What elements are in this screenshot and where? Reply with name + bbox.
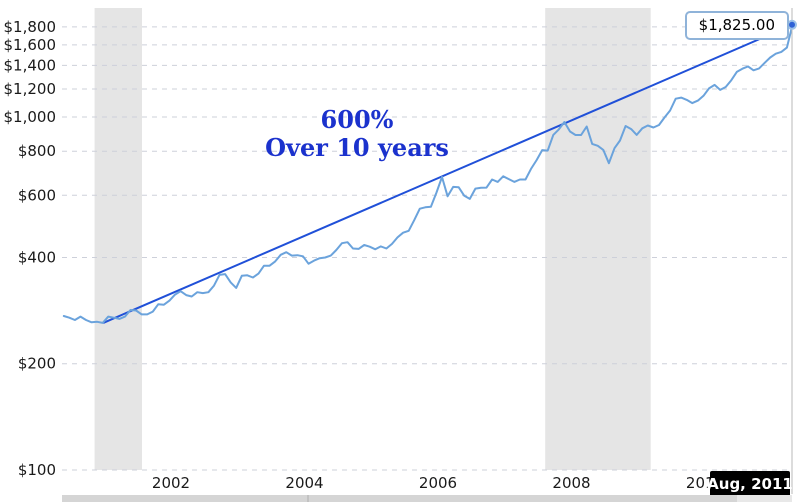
cursor-marker-dot: [787, 19, 797, 30]
y-axis-label-100: $100: [18, 461, 56, 479]
recession-band: [545, 8, 651, 470]
growth-annotation: 600% Over 10 years: [265, 106, 449, 162]
trend-line: [102, 23, 793, 324]
recession-band: [94, 8, 142, 470]
growth-annotation-line2: Over 10 years: [265, 133, 449, 162]
price-tooltip: $1,825.00: [684, 11, 789, 40]
price-tooltip-label: $1,825.00: [698, 16, 775, 34]
x-axis-label-2006: 2006: [419, 474, 457, 492]
range-slider-track[interactable]: [62, 495, 792, 502]
y-axis-label-600: $600: [18, 186, 56, 204]
price-series-line: [62, 23, 794, 324]
y-axis-label-800: $800: [18, 142, 56, 160]
y-axis-label-1600: $1,600: [4, 36, 57, 54]
date-tooltip: Aug, 2011: [707, 471, 793, 497]
y-axis-label-1400: $1,400: [4, 56, 57, 74]
range-slider-handle[interactable]: [737, 495, 792, 502]
growth-annotation-line1: 600%: [320, 105, 394, 134]
y-axis-label-1200: $1,200: [4, 80, 57, 98]
y-axis-label-1000: $1,000: [4, 108, 57, 126]
x-axis-label-2008: 2008: [552, 474, 590, 492]
date-tooltip-label: Aug, 2011: [707, 475, 793, 493]
y-axis-label-400: $400: [18, 249, 56, 267]
x-axis-label-2004: 2004: [285, 474, 323, 492]
range-slider-divider: [307, 495, 309, 502]
x-axis-label-2002: 2002: [152, 474, 190, 492]
y-axis-label-200: $200: [18, 355, 56, 373]
y-axis-label-1800: $1,800: [4, 18, 57, 36]
